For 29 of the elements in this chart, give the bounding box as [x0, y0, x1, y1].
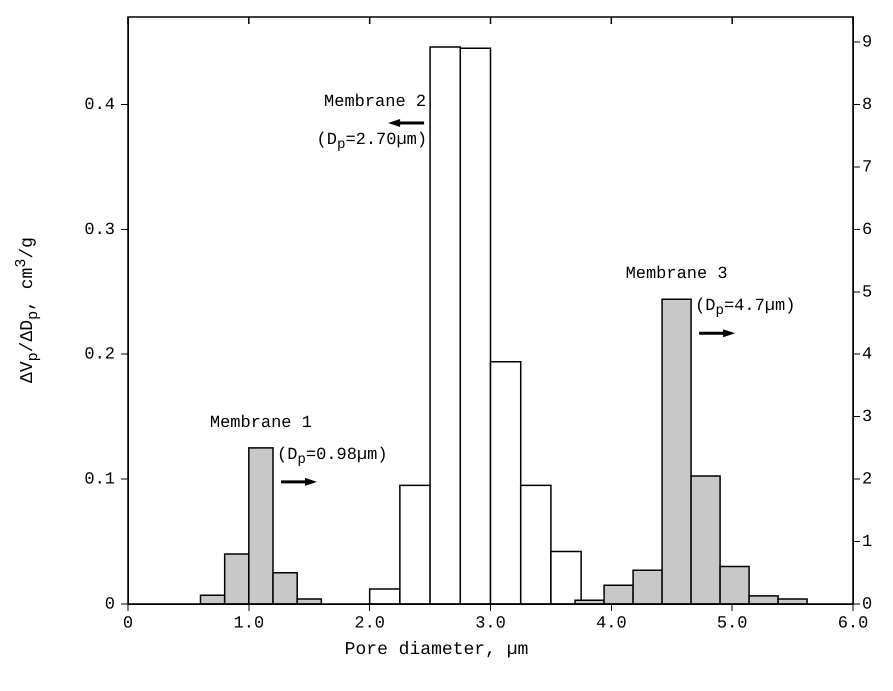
annotation: (D$_{p}$=4.7µm): [695, 297, 796, 322]
y-tick-label: 0.2: [84, 346, 115, 365]
y2-tick-label: 5: [862, 283, 872, 302]
annotation: (D$_{p}$=0.98µm): [277, 446, 388, 470]
y-tick-label: 0.4: [84, 96, 115, 115]
y2-tick-label: 4: [862, 346, 872, 365]
x-tick-label: 2.0: [354, 614, 385, 634]
x-tick-label: 4.0: [596, 614, 627, 634]
y2-tick-label: 1: [862, 533, 872, 552]
y2-tick-label: 0: [862, 596, 872, 614]
x-tick-label: 6.0: [838, 614, 868, 634]
x-tick-label: 5.0: [716, 614, 748, 634]
annotation: (D$_{p}$=2.70µm): [316, 130, 428, 156]
x-tick-label: 0: [122, 614, 134, 634]
y-tick-label: 0.3: [84, 220, 115, 240]
y2-tick-label: 7: [862, 158, 872, 178]
y-tick-label: 0.1: [84, 470, 115, 490]
y2-tick-label: 6: [862, 220, 872, 240]
series-label: Membrane 1: [210, 414, 312, 434]
y2-tick-label: 9: [862, 33, 872, 52]
y-tick-label: 0: [104, 596, 115, 614]
x-tick-label: 3.0: [475, 614, 506, 634]
y2-tick-label: 8: [862, 96, 872, 115]
x-axis-title: Pore diameter, µm: [344, 640, 530, 660]
series-label: Membrane 2: [324, 92, 426, 113]
y2-tick-label: 2: [862, 470, 872, 490]
series-label: Membrane 3: [626, 265, 728, 286]
y2-tick-label: 3: [862, 408, 872, 428]
x-tick-label: 1.0: [234, 614, 264, 634]
